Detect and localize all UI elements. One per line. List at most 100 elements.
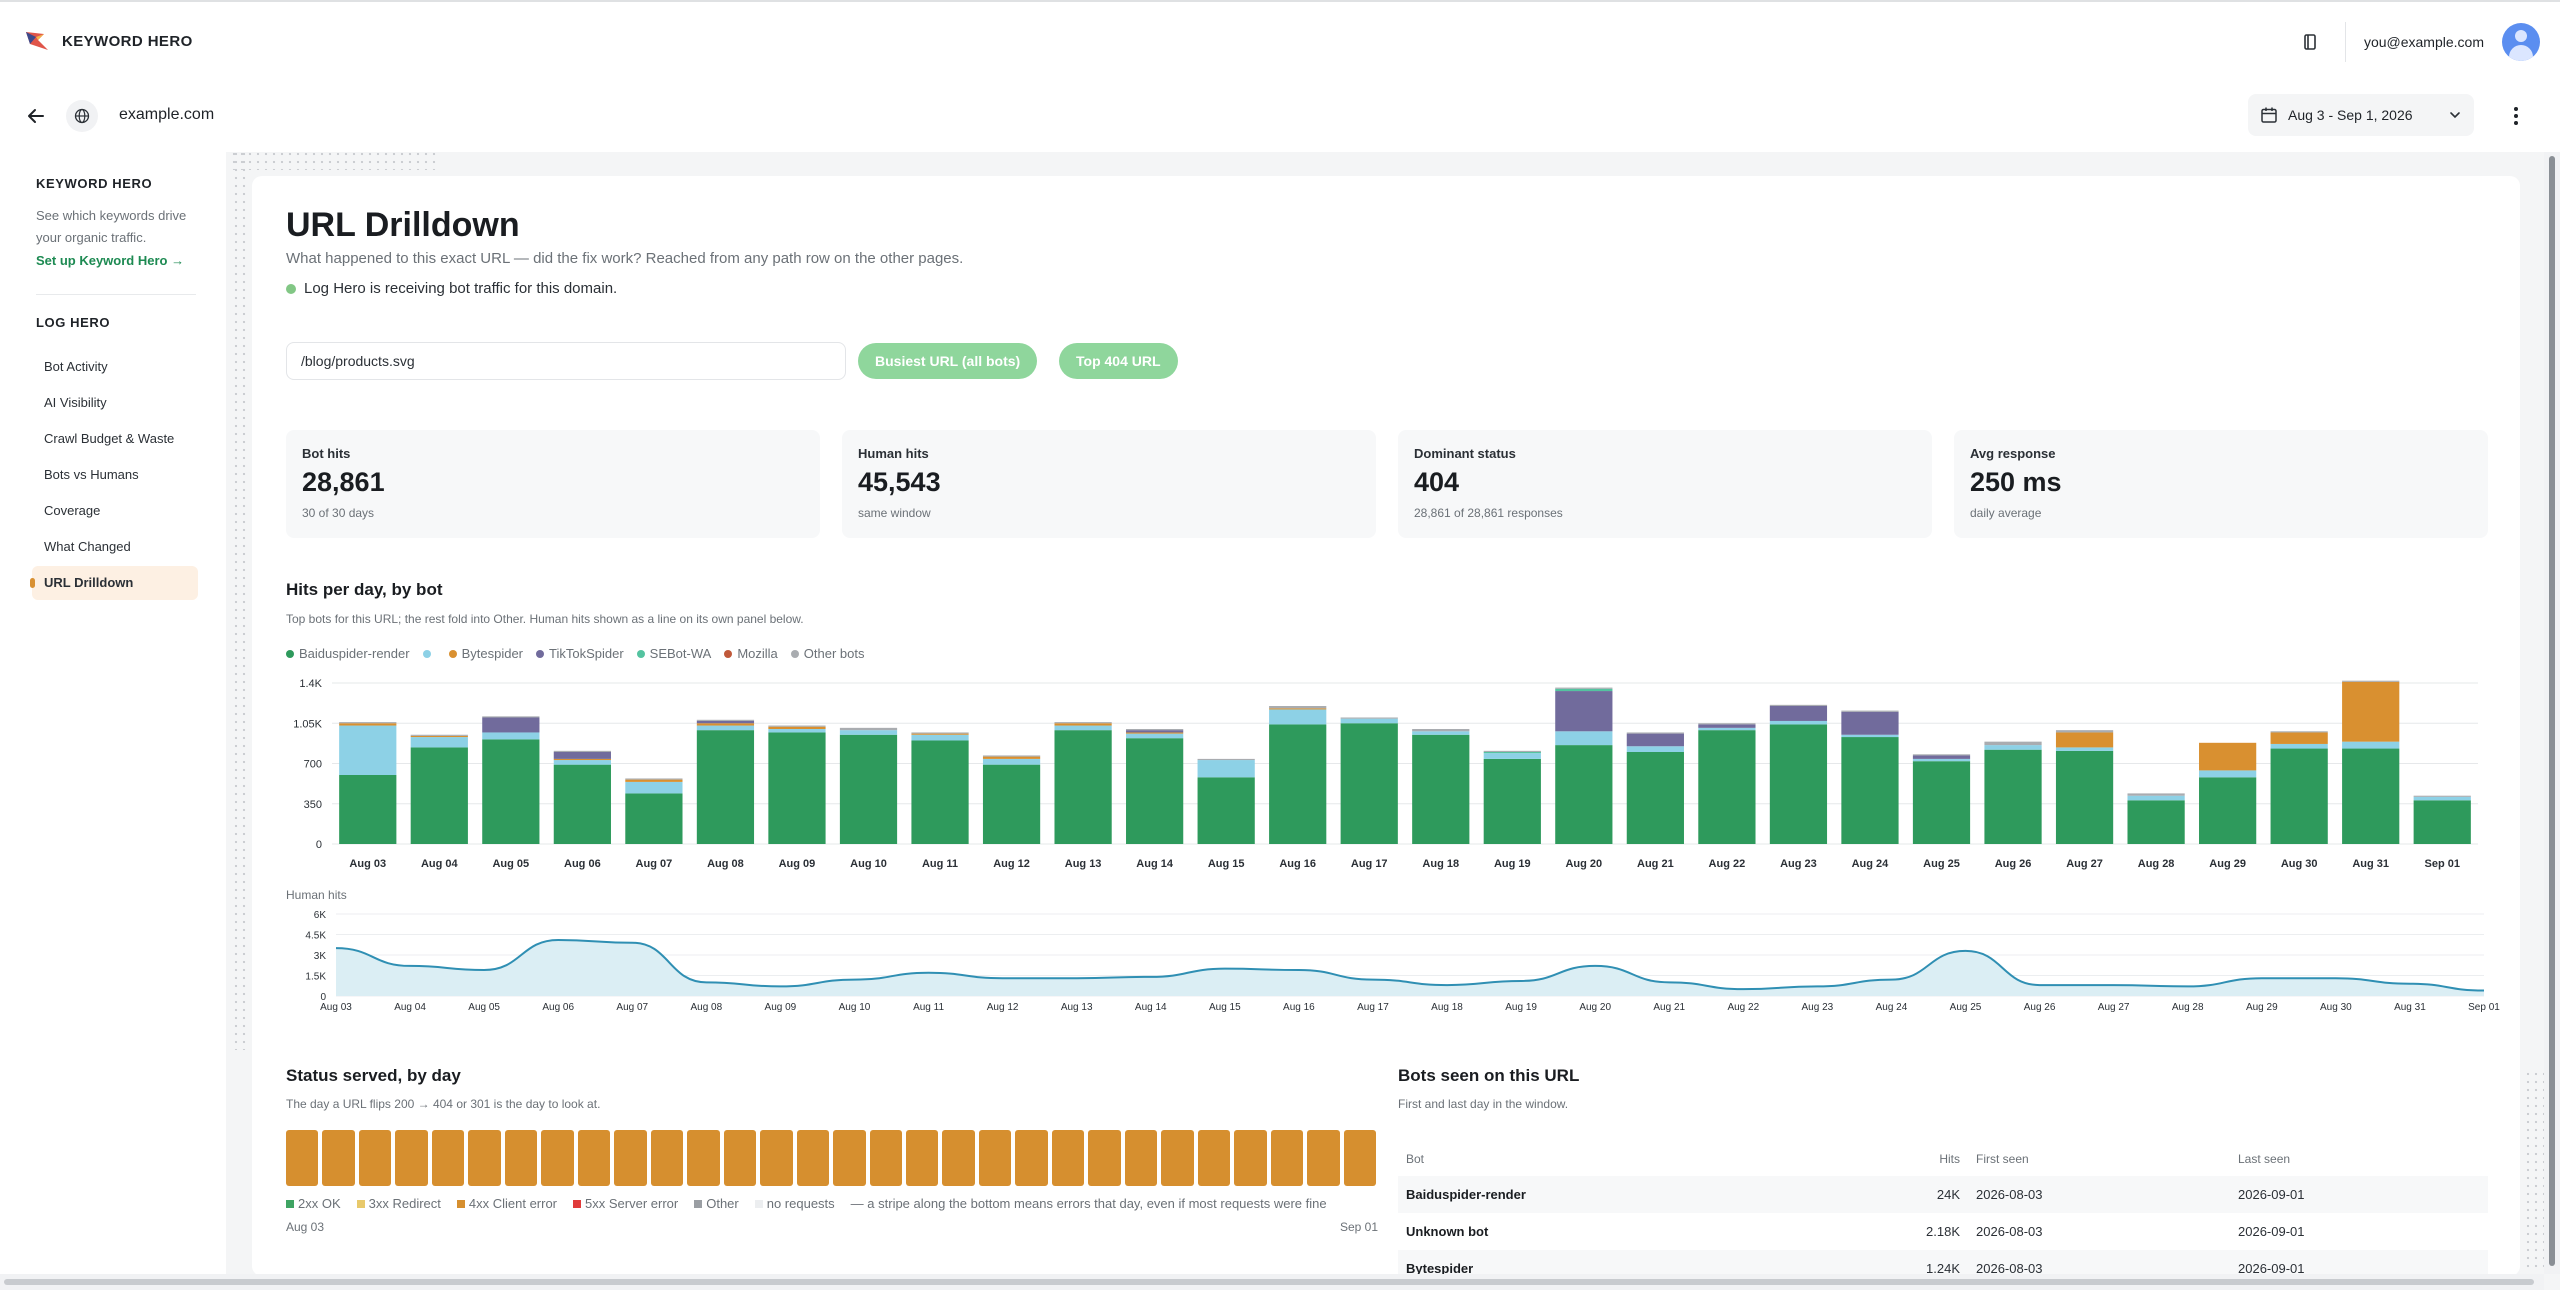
bar-segment[interactable] — [1412, 731, 1470, 735]
bar-segment[interactable] — [2127, 800, 2185, 844]
bar-segment[interactable] — [1769, 720, 1828, 725]
bar-segment[interactable] — [2413, 800, 2471, 844]
bar-segment[interactable] — [1126, 738, 1184, 844]
bar-segment[interactable] — [768, 732, 826, 844]
bar-segment[interactable] — [410, 735, 468, 738]
bar-segment[interactable] — [1698, 730, 1756, 844]
bar-segment[interactable] — [2342, 681, 2400, 742]
status-day-cell[interactable] — [614, 1130, 647, 1186]
bar-segment[interactable] — [1340, 717, 1398, 719]
status-day-cell[interactable] — [1234, 1130, 1267, 1186]
bar-segment[interactable] — [482, 717, 540, 733]
bar-segment[interactable] — [1912, 754, 1971, 756]
bar-segment[interactable] — [553, 758, 611, 761]
bar-segment[interactable] — [2199, 742, 2257, 771]
status-day-cell[interactable] — [431, 1130, 465, 1186]
column-header-hits[interactable]: Hits — [1939, 1152, 1960, 1166]
bar-segment[interactable] — [2199, 777, 2257, 844]
bar-segment[interactable] — [839, 727, 898, 731]
bar-segment[interactable] — [911, 733, 969, 735]
status-day-cell[interactable] — [1051, 1130, 1085, 1186]
status-day-cell[interactable] — [833, 1130, 866, 1186]
bar-segment[interactable] — [339, 775, 397, 844]
human-hits-line[interactable] — [335, 938, 2485, 992]
bar-segment[interactable] — [1054, 730, 1112, 844]
bar-segment[interactable] — [625, 778, 683, 780]
avatar[interactable] — [2502, 23, 2540, 61]
bar-segment[interactable] — [1126, 729, 1184, 731]
bar-segment[interactable] — [768, 725, 826, 727]
bar-segment[interactable] — [911, 734, 969, 741]
legend-item[interactable]: Bytespider — [448, 646, 523, 661]
bar-segment[interactable] — [1698, 723, 1756, 725]
bar-segment[interactable] — [1197, 758, 1255, 761]
bar-segment[interactable] — [1769, 704, 1828, 706]
status-day-cell[interactable] — [1088, 1130, 1121, 1186]
bar-segment[interactable] — [482, 739, 540, 844]
column-header-last-seen[interactable]: Last seen — [2238, 1152, 2291, 1166]
bar-segment[interactable] — [1269, 706, 1327, 709]
date-range-picker[interactable]: Aug 3 - Sep 1, 2026 — [2248, 94, 2474, 136]
bar-segment[interactable] — [1555, 687, 1613, 689]
bar-segment[interactable] — [1126, 733, 1184, 739]
table-row[interactable]: Baiduspider-render 24K 2026-08-03 2026-0… — [1398, 1176, 2488, 1213]
bar-segment[interactable] — [2270, 748, 2328, 844]
bar-segment[interactable] — [696, 720, 755, 724]
bar-segment[interactable] — [768, 726, 826, 729]
bar-segment[interactable] — [2127, 793, 2185, 796]
bar-segment[interactable] — [982, 764, 1041, 844]
status-day-cell[interactable] — [1124, 1130, 1158, 1186]
column-header-first-seen[interactable]: First seen — [1976, 1152, 2029, 1166]
bar-segment[interactable] — [2270, 731, 2328, 733]
bar-segment[interactable] — [2055, 730, 2114, 733]
status-day-cell[interactable] — [322, 1130, 355, 1186]
table-row[interactable]: Unknown bot 2.18K 2026-08-03 2026-09-01 — [1398, 1213, 2488, 1250]
bar-segment[interactable] — [2055, 747, 2114, 751]
bar-segment[interactable] — [1054, 725, 1112, 731]
bar-segment[interactable] — [1626, 752, 1684, 844]
bar-segment[interactable] — [553, 752, 611, 759]
horizontal-scrollbar[interactable] — [0, 1274, 2544, 1290]
bar-segment[interactable] — [696, 725, 755, 731]
bar-segment[interactable] — [1626, 746, 1684, 752]
status-day-cell[interactable] — [942, 1130, 975, 1186]
globe-icon[interactable] — [66, 100, 98, 132]
status-day-cell[interactable] — [1270, 1130, 1304, 1186]
bar-segment[interactable] — [553, 750, 611, 752]
bar-segment[interactable] — [1555, 688, 1613, 692]
bar-segment[interactable] — [1984, 745, 2042, 750]
bar-segment[interactable] — [1126, 730, 1184, 733]
bar-segment[interactable] — [482, 716, 540, 718]
status-day-cell[interactable] — [1197, 1130, 1231, 1186]
bar-segment[interactable] — [1984, 749, 2042, 844]
bar-segment[interactable] — [982, 755, 1041, 757]
legend-item[interactable]: Baiduspider-render — [286, 646, 410, 661]
status-day-cell[interactable] — [468, 1130, 501, 1186]
bar-segment[interactable] — [1483, 752, 1541, 754]
bar-segment[interactable] — [1769, 724, 1828, 844]
bar-segment[interactable] — [839, 734, 898, 844]
status-day-cell[interactable] — [796, 1130, 830, 1186]
bar-segment[interactable] — [1626, 732, 1684, 734]
bar-segment[interactable] — [553, 764, 611, 844]
bar-segment[interactable] — [1841, 734, 1899, 738]
status-day-cell[interactable] — [1307, 1130, 1340, 1186]
scrollbar-thumb[interactable] — [4, 1279, 2534, 1285]
status-day-cell[interactable] — [723, 1130, 757, 1186]
status-day-cell[interactable] — [1161, 1130, 1194, 1186]
legend-item[interactable]: SEBot-WA — [636, 646, 711, 661]
bar-segment[interactable] — [1412, 729, 1470, 732]
bar-segment[interactable] — [2342, 680, 2400, 682]
status-day-cell[interactable] — [395, 1130, 428, 1186]
column-header-bot[interactable]: Bot — [1406, 1152, 1425, 1166]
bar-segment[interactable] — [1912, 755, 1971, 759]
bar-segment[interactable] — [625, 793, 683, 844]
docs-book-icon[interactable] — [2293, 25, 2327, 59]
bar-segment[interactable] — [2342, 741, 2400, 749]
bar-segment[interactable] — [1483, 758, 1541, 844]
bar-segment[interactable] — [2055, 732, 2114, 748]
status-day-cell[interactable] — [541, 1130, 574, 1186]
legend-item[interactable] — [422, 649, 436, 658]
bar-segment[interactable] — [410, 737, 468, 748]
sidebar-item-url-drilldown[interactable]: URL Drilldown — [30, 566, 198, 600]
